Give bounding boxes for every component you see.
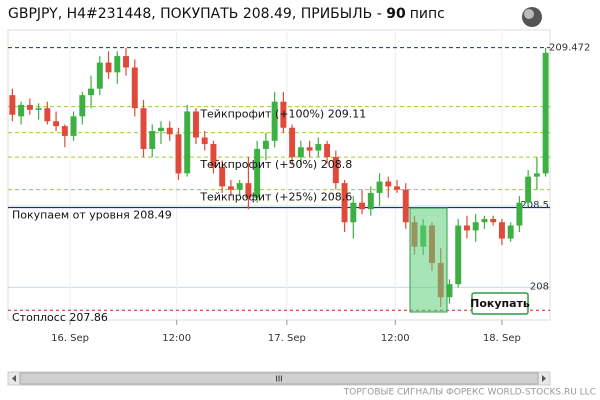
globe-highlight <box>524 9 534 19</box>
x-tick-label: 16. Sep <box>51 333 89 344</box>
candle-body <box>315 144 322 151</box>
level-label: Покупаем от уровня 208.49 <box>12 209 172 222</box>
candle-body <box>88 88 95 96</box>
candle-body <box>9 95 16 115</box>
profit: 90 <box>386 6 406 22</box>
footer: ТОРГОВЫЕ СИГНАЛЫ ФОРЕКС WORLD-STOCKS.RU … <box>343 388 596 398</box>
candle-body <box>210 144 217 167</box>
candle-body <box>149 131 156 149</box>
candle-body <box>201 137 208 145</box>
candle-body <box>481 218 488 223</box>
candle-body <box>123 56 129 68</box>
candle-body <box>516 202 523 226</box>
level-label: Стоплосс 207.86 <box>12 311 108 324</box>
y-tick-label: 208 <box>530 281 549 292</box>
candle-body <box>455 225 462 285</box>
x-tick-label: 12:00 <box>381 333 410 344</box>
candle-body <box>254 148 261 198</box>
candle-body <box>446 284 453 298</box>
scroll-grip: III <box>275 375 282 384</box>
candle-body <box>236 183 243 190</box>
candle-body <box>402 189 409 223</box>
x-tick-label: 18. Sep <box>483 333 521 344</box>
candle-body <box>44 108 51 122</box>
candle-body <box>332 157 339 184</box>
candle-body <box>280 101 287 128</box>
x-tick-label: 12:00 <box>162 333 191 344</box>
candle-body <box>498 222 505 239</box>
buy-zone <box>409 207 448 313</box>
candle-body <box>376 181 383 193</box>
candle-body <box>219 166 226 187</box>
candle-body <box>184 111 191 174</box>
candle-body <box>166 127 173 135</box>
level-label: Тейкпрофит (+25%) 208.6 <box>199 191 352 204</box>
candle-body <box>70 116 77 136</box>
candle-body <box>507 225 514 239</box>
candle-body <box>472 222 479 231</box>
candle-body <box>18 104 25 117</box>
scroll-thumb[interactable] <box>19 372 539 385</box>
candle-body <box>105 62 112 73</box>
candle-body <box>297 147 304 158</box>
candle-body <box>542 52 549 174</box>
candle-body <box>140 108 147 149</box>
candle-body <box>385 181 392 187</box>
candle-body <box>490 218 497 223</box>
globe-icon[interactable] <box>522 7 542 27</box>
scroll-left[interactable] <box>12 375 16 382</box>
y-tick-label: 208.5 <box>520 200 549 211</box>
scroll-right[interactable] <box>542 375 546 382</box>
candle-body <box>26 104 33 110</box>
candle-body <box>53 121 60 127</box>
level-label: Тейкпрофит (+50%) 208.8 <box>199 158 352 171</box>
buy-button[interactable] <box>471 292 529 315</box>
candle-body <box>227 186 234 190</box>
candle-body <box>192 111 199 138</box>
candle-body <box>324 144 331 158</box>
candle-body <box>61 126 68 136</box>
plot-frame <box>7 29 551 321</box>
candle-body <box>262 140 269 149</box>
chart-title: GBPJPY, H4#231448, ПОКУПАТЬ 208.49, ПРИБ… <box>8 6 445 22</box>
candle-body <box>533 173 540 177</box>
candle-body <box>131 67 138 109</box>
candle-body <box>158 127 164 132</box>
candle-body <box>359 202 366 210</box>
candle-body <box>341 183 348 223</box>
title-text: GBPJPY, H4#231448, ПОКУПАТЬ 208.49, ПРИБ… <box>8 6 386 22</box>
overlay: Тейкпрофит (+100%) 209.11 Тейкпрофит (+50… <box>12 43 590 325</box>
buy-button-label[interactable]: Покупать <box>470 297 530 310</box>
candle-body <box>367 192 374 210</box>
candle-body <box>350 202 357 223</box>
candle-body <box>289 127 296 158</box>
candle-body <box>175 134 182 174</box>
current-price-label: 209.472 <box>549 43 590 54</box>
candle-body <box>271 101 278 141</box>
candle-body <box>96 62 103 89</box>
candle-body <box>79 95 86 117</box>
candle-body <box>245 183 252 198</box>
candle-body <box>394 186 400 190</box>
candle-body <box>35 108 42 110</box>
x-tick-label: 17. Sep <box>268 333 306 344</box>
candle-body <box>463 225 470 231</box>
candle-body <box>525 176 532 203</box>
candle-body <box>306 147 313 151</box>
profit-unit: пипс <box>410 6 445 22</box>
candle-body <box>114 56 121 73</box>
level-label: Тейкпрофит (+100%) 209.11 <box>199 108 366 121</box>
